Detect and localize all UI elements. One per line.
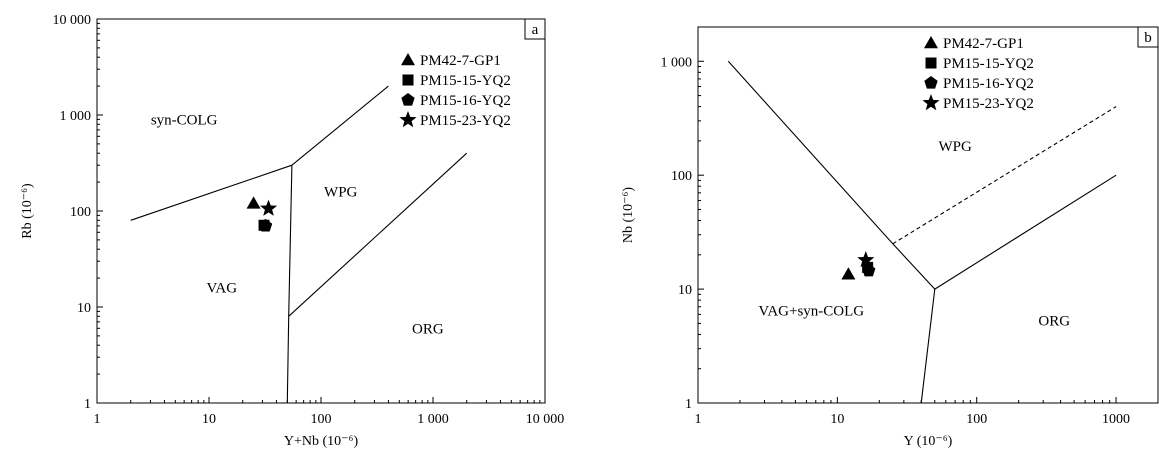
y-tick-label: 1 [84,397,91,412]
field-label: WPG [324,184,358,200]
field-boundary-line [288,152,468,317]
x-tick-label: 1 [695,412,702,427]
panel-letter: b [1144,30,1152,46]
legend-entry: PM15-16-YQ2 [943,76,1034,92]
legend-entry: PM15-23-YQ2 [420,113,511,129]
y-tick-label: 100 [671,169,692,184]
y-tick-label: 10 [678,283,692,298]
legend-marker-star [399,111,417,128]
data-point-triangle [841,267,856,280]
field-boundary-line [291,85,389,166]
panel-letter: a [532,22,539,38]
x-axis-label: Y (10⁻⁶) [904,434,953,449]
field-boundary-line [920,289,936,404]
y-axis-label: Nb (10⁻⁶) [621,187,636,244]
x-tick-label: 1000 [1102,412,1130,427]
legend-marker-square [925,57,937,69]
legend-marker-pentagon [924,76,938,89]
legend-marker-triangle [924,36,938,49]
data-point-pentagon [862,263,876,277]
y-tick-label: 1 000 [661,55,693,70]
x-tick-label: 10 [830,412,844,427]
x-tick-label: 1 [94,412,101,427]
x-tick-label: 1 000 [417,412,449,427]
field-label: ORG [412,321,444,337]
legend-entry: PM15-15-YQ2 [943,56,1034,72]
x-tick-label: 10 [202,412,216,427]
field-boundary-line [934,174,1117,290]
data-point-star [259,199,278,216]
legend-entry: PM42-7-GP1 [420,53,501,69]
field-label: VAG+syn-COLG [758,303,864,319]
plot-frame [697,26,1159,404]
legend-marker-pentagon [401,93,415,106]
legend-marker-triangle [401,53,415,66]
y-tick-label: 10 [77,301,91,316]
legend-entry: PM42-7-GP1 [943,36,1024,52]
data-point-star [857,251,875,268]
panel-b: 1 10 100 1000 1 10 100 1 000 Y (10⁻⁶) Nb (10⁻⁶) b W… [621,26,1159,449]
y-tick-label: 1 [685,397,692,412]
panel-letter-box [1137,26,1159,48]
field-label: ORG [1038,314,1070,330]
y-tick-label: 10 000 [53,13,92,28]
field-label: WPG [938,139,972,155]
x-axis-label: Y+Nb (10⁻⁶) [284,434,359,449]
field-boundary-line [130,164,293,221]
legend-entry: PM15-23-YQ2 [943,96,1034,112]
dashed-boundary-line [892,106,1117,245]
field-boundary-line [727,60,936,290]
data-point-pentagon [258,218,273,232]
legend-entry: PM15-15-YQ2 [420,73,511,89]
x-tick-label: 10 000 [526,412,565,427]
x-tick-label: 100 [966,412,987,427]
field-label: syn-COLG [151,112,218,128]
y-tick-label: 1 000 [60,109,92,124]
field-boundary-line [286,316,290,404]
x-tick-label: 100 [311,412,332,427]
legend-entry: PM15-16-YQ2 [420,93,511,109]
field-boundary-line [288,165,293,317]
legend-marker-star [922,94,940,111]
field-label: VAG [206,280,237,296]
panel-a: 1 10 100 1 000 10 000 1 10 100 1 000 10 000 Y+Nb (… [20,13,564,449]
y-tick-label: 100 [70,205,91,220]
data-point-triangle [246,196,261,209]
legend-marker-square [402,74,414,86]
panel-letter-box [524,18,546,40]
y-axis-label: Rb (10⁻⁶) [20,183,35,239]
